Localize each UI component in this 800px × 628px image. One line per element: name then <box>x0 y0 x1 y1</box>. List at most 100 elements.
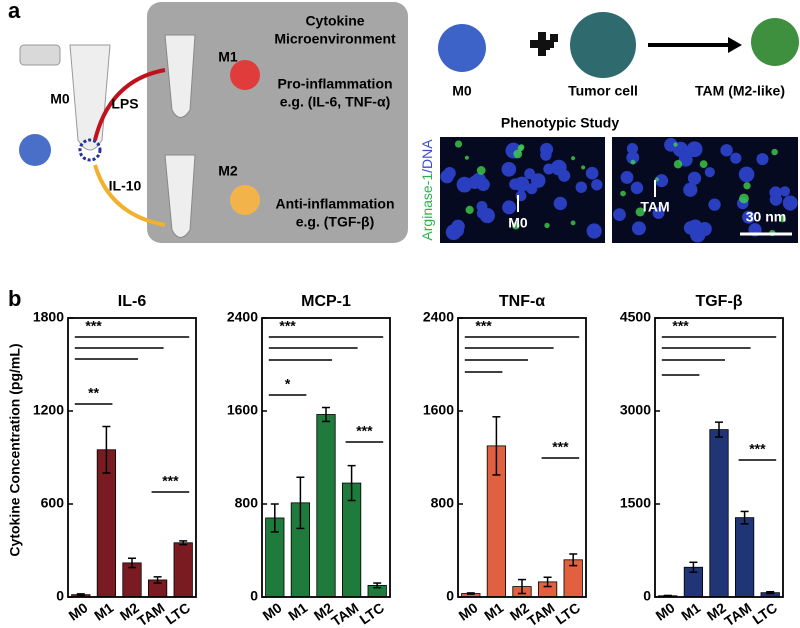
label: Arginase-1/DNA <box>419 139 435 241</box>
y-tick-label: 1600 <box>227 402 258 418</box>
y-tick-label: 0 <box>446 588 454 604</box>
label: Tumor cell <box>568 83 638 99</box>
nucleus <box>626 151 640 165</box>
chart-title: MCP-1 <box>301 293 351 310</box>
nucleus <box>509 178 521 190</box>
panel-label: a <box>8 0 21 23</box>
stain <box>739 193 749 204</box>
nucleus <box>687 171 702 185</box>
x-tick-label: M0 <box>260 599 285 623</box>
nucleus <box>550 159 567 176</box>
error-bar <box>347 464 356 502</box>
cell-m0 <box>19 134 51 166</box>
error-bar <box>689 561 698 573</box>
x-tick-label: M1 <box>285 599 310 623</box>
stain <box>464 155 469 160</box>
stain <box>673 142 678 147</box>
significance-label: ** <box>88 385 99 401</box>
stain <box>699 160 708 168</box>
nucleus <box>586 223 602 239</box>
y-tick-label: 4500 <box>620 309 651 325</box>
significance-label: *** <box>85 318 102 334</box>
y-tick-label: 1200 <box>33 402 64 418</box>
nucleus <box>756 153 769 166</box>
stain <box>581 165 586 170</box>
label: e.g. (TGF-β) <box>296 214 375 230</box>
y-tick-label: 2400 <box>423 309 454 325</box>
error-bar <box>296 476 305 530</box>
nucleus <box>456 176 473 193</box>
significance-label: *** <box>749 441 766 457</box>
nucleus <box>720 144 733 157</box>
y-tick-label: 0 <box>56 588 64 604</box>
nucleus <box>652 207 665 219</box>
nucleus <box>779 186 791 197</box>
error-bar <box>715 421 723 438</box>
error-bar <box>492 416 501 476</box>
label: TAM (M2-like) <box>695 83 785 99</box>
error-bar <box>102 425 111 474</box>
nucleus <box>664 138 678 152</box>
plot-frame <box>654 317 784 598</box>
stain <box>465 205 474 214</box>
nucleus <box>742 210 756 224</box>
tube-cap <box>19 44 61 66</box>
label: M0 <box>50 91 70 107</box>
label: 30 nm <box>746 209 786 225</box>
significance-label: *** <box>279 318 296 334</box>
y-tick-label: 0 <box>250 588 258 604</box>
bar <box>709 429 729 598</box>
nucleus <box>530 173 546 188</box>
nucleus <box>631 221 646 236</box>
error-bar <box>128 557 136 569</box>
error-bar <box>518 578 526 595</box>
label: M0 <box>508 215 528 231</box>
tube <box>69 44 111 151</box>
label: TAM <box>640 199 669 215</box>
plot-frame <box>261 317 391 598</box>
x-tick-label: LTC <box>552 599 583 627</box>
y-axis-label: Cytokine Concentration (pg/mL) <box>7 343 23 556</box>
nucleus <box>704 167 715 178</box>
significance-label: *** <box>356 423 373 439</box>
stain <box>635 207 645 217</box>
y-tick-label: 2400 <box>227 309 258 325</box>
x-tick-label: M0 <box>653 599 678 623</box>
significance-label: *** <box>475 318 492 334</box>
x-tick-label: M1 <box>91 599 116 623</box>
bar <box>316 414 336 598</box>
cell-tam <box>751 18 799 66</box>
nucleus <box>471 172 486 187</box>
stain <box>779 215 786 223</box>
error-bar <box>466 592 475 595</box>
stain <box>743 182 751 190</box>
stain <box>673 160 683 169</box>
stain <box>630 159 636 165</box>
stain <box>517 145 524 152</box>
nucleus <box>686 141 703 158</box>
bar <box>734 517 755 598</box>
stain <box>620 190 626 197</box>
y-tick-label: 600 <box>41 495 65 511</box>
stain <box>570 156 576 161</box>
error-bar <box>663 594 672 597</box>
y-tick-label: 3000 <box>620 402 651 418</box>
nucleus <box>479 208 495 224</box>
error-bar <box>740 510 749 525</box>
label: Cytokine <box>305 13 364 29</box>
label: IL-10 <box>109 178 142 194</box>
circle <box>78 138 102 162</box>
plus <box>538 32 546 56</box>
y-tick-label: 800 <box>431 495 455 511</box>
stain <box>513 149 523 159</box>
stain <box>771 148 778 156</box>
label: Anti-inflammation <box>276 196 395 212</box>
nucleus <box>683 182 698 197</box>
x-tick-label: M1 <box>481 599 506 623</box>
y-tick-label: 800 <box>235 495 259 511</box>
stain <box>512 221 520 230</box>
stain <box>544 222 550 229</box>
tube <box>164 34 196 118</box>
label: Microenvironment <box>274 31 396 47</box>
